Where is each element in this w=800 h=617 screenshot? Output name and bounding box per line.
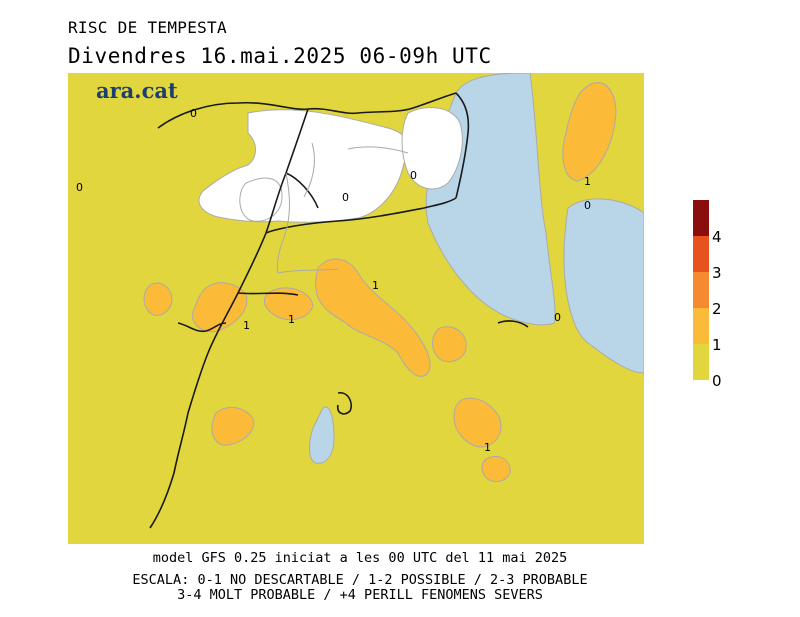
contour-label: 1: [288, 313, 295, 326]
contour-label: 0: [410, 169, 417, 182]
ara-cat-logo: ara.cat: [96, 78, 178, 103]
model-info: model GFS 0.25 iniciat a les 00 UTC del …: [152, 550, 568, 566]
no-risk-region-east: [401, 107, 463, 190]
legend-label-2: 2: [712, 300, 722, 318]
contour-label: 1: [584, 175, 591, 188]
risk-patch-mid-south: [432, 326, 467, 363]
risk-patch-southeast: [453, 397, 502, 448]
contour-labels: 0 0 0 0 1 0 1 1 1 0 1: [76, 107, 591, 454]
risk-patch-center-west: [263, 287, 314, 321]
legend-label-1: 1: [712, 336, 722, 354]
legend-label-3: 3: [712, 264, 722, 282]
risk-patch-southeast-small: [481, 456, 511, 482]
sea-area-south-islet: [309, 406, 335, 464]
contour-label: 0: [584, 199, 591, 212]
contour-label: 0: [554, 311, 561, 324]
contour-label: 1: [372, 279, 379, 292]
forecast-time: Divendres 16.mai.2025 06-09h UTC: [68, 44, 492, 68]
legend-swatch-0: [693, 344, 709, 380]
legend-label-0: 0: [712, 372, 722, 390]
contour-label: 1: [484, 441, 491, 454]
contour-label: 0: [76, 181, 83, 194]
risk-patch-center: [315, 258, 431, 377]
country-borders: [149, 92, 529, 529]
risk-patch-far-west: [143, 282, 173, 316]
scale-description-line1: ESCALA: 0-1 NO DESCARTABLE / 1-2 POSSIBL…: [132, 572, 588, 588]
sea-area-far-east: [563, 198, 644, 374]
legend-swatch-3: [693, 236, 709, 272]
scale-description-line2: 3-4 MOLT PROBABLE / +4 PERILL FENOMENS S…: [177, 587, 543, 603]
legend-swatch-4: [693, 200, 709, 236]
contour-label: 1: [243, 319, 250, 332]
legend-swatch-1: [693, 308, 709, 344]
legend-swatch-2: [693, 272, 709, 308]
risk-level-1-2-areas: [143, 82, 617, 482]
risk-color-legend: [693, 200, 709, 380]
storm-risk-map: 0 0 0 0 1 0 1 1 1 0 1: [68, 73, 644, 544]
risk-patch-south: [211, 406, 255, 446]
risk-patch-ne: [562, 82, 617, 182]
legend-label-4: 4: [712, 228, 722, 246]
map-title: RISC DE TEMPESTA: [68, 18, 227, 37]
contour-label: 0: [190, 107, 197, 120]
contour-label: 0: [342, 191, 349, 204]
regional-boundaries: [276, 142, 409, 274]
no-risk-region-west: [239, 177, 283, 222]
